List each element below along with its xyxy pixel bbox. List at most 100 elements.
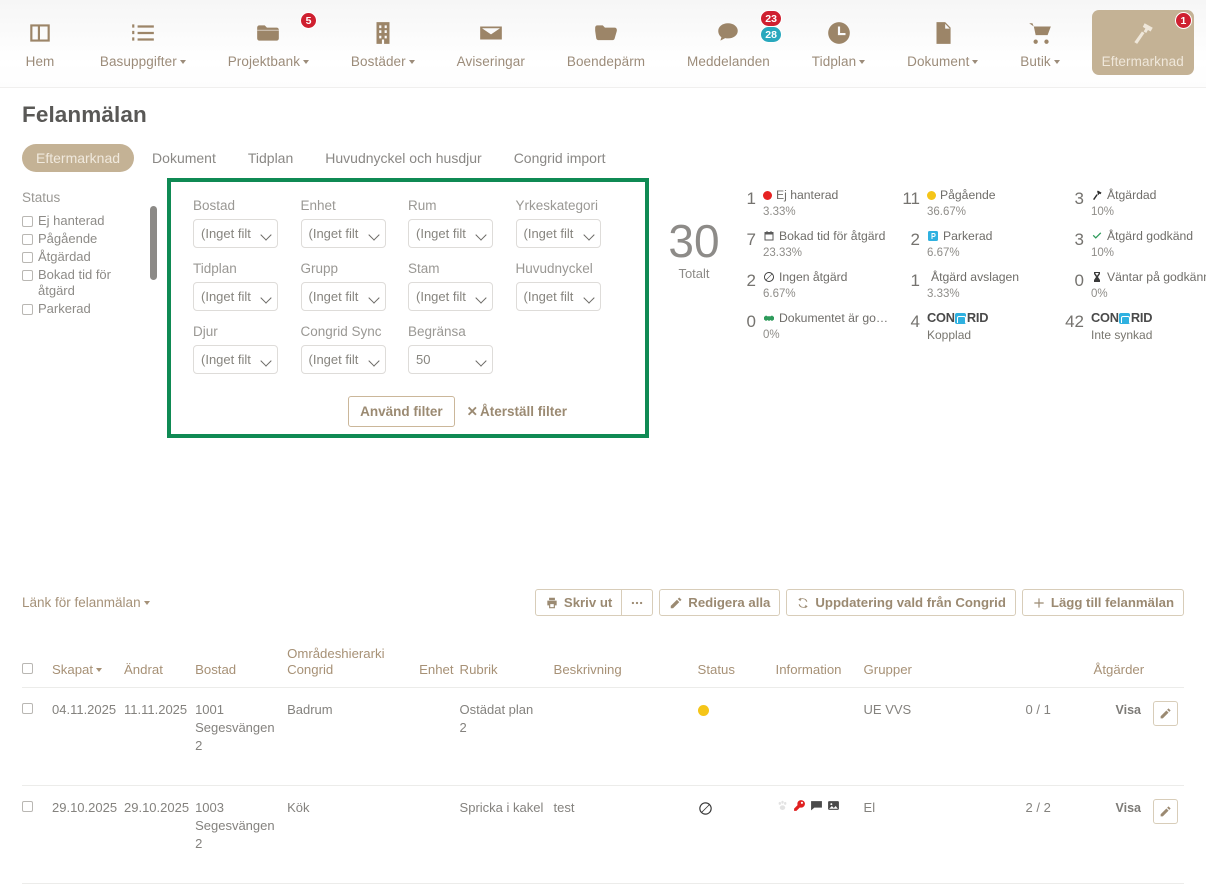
cell-atgarder[interactable]: Visa (1093, 687, 1184, 786)
checkbox[interactable] (22, 304, 33, 315)
row-checkbox[interactable] (22, 703, 33, 714)
filter-select-tidplan[interactable]: (Inget filt (193, 282, 278, 311)
filter-select-djur[interactable]: (Inget filt (193, 345, 278, 374)
stat-label-text: Parkerad (943, 229, 993, 243)
nav-item-boendep-rm[interactable]: Boendepärm (557, 10, 655, 75)
status-filter-row[interactable]: Pågående (22, 231, 160, 247)
cell-text: 04.11.2025 (52, 702, 117, 717)
nav-item-basuppgifter[interactable]: Basuppgifter (90, 10, 196, 75)
nav-item-eftermarknad[interactable]: Eftermarknad 1 (1091, 10, 1194, 75)
tab-eftermarknad[interactable]: Eftermarknad (22, 144, 135, 172)
view-link[interactable]: Visa (1115, 801, 1142, 815)
stat-body: Bokad tid för åtgärd 23.33% (763, 229, 885, 260)
stat-count: 4 (910, 312, 920, 331)
stat-percent: 0% (1091, 288, 1108, 300)
toolbar-button--[interactable] (621, 589, 654, 616)
stat-label-text: Ej hanterad (776, 188, 839, 202)
toolbar-button-redigera-alla[interactable]: Redigera alla (659, 589, 781, 616)
stat-row[interactable]: 2 Parkerad 6.67% (900, 229, 1064, 260)
ordered-list-icon (130, 18, 156, 48)
filters-and-stats-area: Status Ej hanterad Pågående Åtgärdad Bokad … (22, 178, 1206, 448)
nav-item-hem[interactable]: Hem (12, 10, 68, 75)
checkbox[interactable] (22, 252, 33, 263)
stat-row[interactable]: 7 Bokad tid för åtgärd 23.33% (736, 229, 900, 260)
link-for-felanmalan-dropdown[interactable]: Länk för felanmälan (22, 595, 150, 610)
edit-row-button[interactable] (1153, 799, 1178, 824)
status-filter-row[interactable]: Ej hanterad (22, 213, 160, 229)
filter-select-bostad[interactable]: (Inget filt (193, 219, 278, 248)
tab-dokument[interactable]: Dokument (152, 150, 216, 166)
filter-select-wrap: (Inget filt (408, 282, 493, 311)
nav-item-aviseringar[interactable]: Aviseringar (447, 10, 535, 75)
key-icon[interactable] (793, 799, 806, 812)
checkbox[interactable] (22, 270, 33, 281)
edit-row-button[interactable] (1153, 701, 1178, 726)
image-icon[interactable] (827, 799, 840, 812)
apply-filter-button[interactable]: Använd filter (348, 396, 455, 427)
filter-select-begr-nsa[interactable]: 50 (408, 345, 493, 374)
filter-select-grupp[interactable]: (Inget filt (300, 282, 386, 311)
toolbar-button-l-gg-till-felanm-lan[interactable]: Lägg till felanmälan (1021, 589, 1184, 616)
view-link[interactable]: Visa (1115, 703, 1142, 717)
status-filter-row[interactable]: Bokad tid för åtgärd (22, 267, 160, 299)
row-checkbox[interactable] (22, 801, 33, 812)
stat-row[interactable]: 0 Väntar på godkänna… 0% (1064, 270, 1206, 301)
filter-select-enhet[interactable]: (Inget filt (300, 219, 386, 248)
nav-item-projektbank[interactable]: Projektbank 5 (218, 10, 319, 75)
stat-percent: 0% (763, 329, 780, 341)
reset-filter-button[interactable]: ✕ Återställ filter (467, 404, 567, 420)
paw-icon[interactable] (776, 799, 789, 812)
tab-huvudnyckel-och-husdjur[interactable]: Huvudnyckel och husdjur (325, 150, 482, 166)
statistics-panel: 30 Totalt 1 Ej hanterad 3.33% 7 Bokad tid fö… (652, 188, 1206, 352)
checkbox[interactable] (22, 216, 33, 227)
filter-select-stam[interactable]: (Inget filt (408, 282, 493, 311)
printer-icon (545, 596, 559, 610)
nav-item-tidplan[interactable]: Tidplan (802, 10, 875, 75)
table-header-checkbox[interactable] (22, 646, 52, 688)
checkbox[interactable] (22, 234, 33, 245)
clock-icon (826, 18, 852, 48)
cell-checkbox[interactable] (22, 785, 52, 884)
stat-row[interactable]: 0 Dokumentet är go… 0% (736, 311, 900, 342)
tab-tidplan[interactable]: Tidplan (247, 150, 294, 166)
stat-row[interactable]: 42 CON RID Inte synkad (1064, 311, 1206, 343)
filter-select-wrap: (Inget filt (515, 219, 601, 248)
nav-item-label: Projektbank (228, 54, 310, 69)
select-all-checkbox[interactable] (22, 663, 33, 674)
stat-percent: 10% (1091, 206, 1115, 218)
filter-cell: Begränsa 50 (408, 324, 516, 387)
stat-body: Dokumentet är go… 0% (763, 311, 888, 342)
table-header-label: Information (775, 662, 842, 677)
filter-row: Bostad (Inget filt Enhet (Inget filt Rum (Ing… (193, 198, 623, 261)
nav-item-bost-der[interactable]: Bostäder (341, 10, 425, 75)
stat-row[interactable]: 3 Åtgärd godkänd 10% (1064, 229, 1206, 260)
cell-checkbox[interactable] (22, 687, 52, 786)
status-list-scrollbar[interactable] (150, 206, 157, 280)
stat-row[interactable]: 1 Ej hanterad 3.33% (736, 188, 900, 219)
tab-congrid-import[interactable]: Congrid import (513, 150, 606, 166)
filter-select-yrkeskategori[interactable]: (Inget filt (515, 219, 601, 248)
filter-select-huvudnyckel[interactable]: (Inget filt (515, 282, 601, 311)
nav-item-butik[interactable]: Butik (1010, 10, 1070, 75)
filter-select-congrid-sync[interactable]: (Inget filt (300, 345, 386, 374)
toolbar-button-label: Uppdatering vald från Congrid (815, 595, 1006, 610)
stat-row[interactable]: 1 Åtgärd avslagen 3.33% (900, 270, 1064, 301)
table-row[interactable]: 29.10.2025 29.10.2025 1003 Segesvängen 2 Kök S… (22, 785, 1184, 884)
comment-icon[interactable] (810, 799, 823, 812)
toolbar-button-uppdatering-vald-fr-n-congrid[interactable]: Uppdatering vald från Congrid (786, 589, 1016, 616)
stat-row[interactable]: 2 Ingen åtgärd 6.67% (736, 270, 900, 301)
toolbar-button-skriv-ut[interactable]: Skriv ut (534, 589, 623, 616)
cell-atgarder[interactable]: Visa (1093, 785, 1184, 884)
stat-row[interactable]: 4 CON RID Kopplad (900, 311, 1064, 343)
stat-row[interactable]: 11 Pågående 36.67% (900, 188, 1064, 219)
filter-select-rum[interactable]: (Inget filt (408, 219, 493, 248)
status-filter-row[interactable]: Åtgärdad (22, 249, 160, 265)
stat-row[interactable]: 3 Åtgärdad 10% (1064, 188, 1206, 219)
toolbar-button-label: Lägg till felanmälan (1050, 595, 1174, 610)
stat-sublabel: Inte synkad (1091, 328, 1153, 342)
status-filter-row[interactable]: Parkerad (22, 301, 160, 317)
nav-item-dokument[interactable]: Dokument (897, 10, 988, 75)
table-row[interactable]: 04.11.2025 11.11.2025 1001 Segesvängen 2 Badr… (22, 687, 1184, 786)
table-header-skapat[interactable]: Skapat (52, 646, 124, 688)
nav-item-meddelanden[interactable]: Meddelanden 23 28 (677, 10, 782, 75)
